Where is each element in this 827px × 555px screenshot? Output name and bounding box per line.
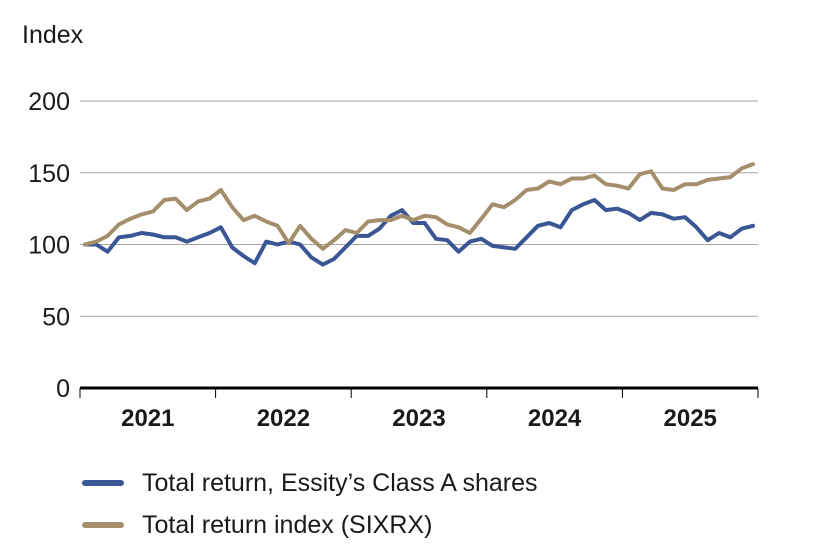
legend-label-essity: Total return, Essity’s Class A shares: [142, 468, 538, 497]
x-tick-label: 2021: [121, 405, 174, 432]
y-tick-label: 100: [28, 232, 70, 260]
gridlines: [80, 100, 758, 317]
legend-item-sixrx: Total return index (SIXRX): [82, 504, 538, 546]
x-tick-label: 2022: [257, 405, 310, 432]
x-tick-label: 2024: [528, 405, 582, 432]
y-tick-label: 150: [28, 160, 70, 188]
y-tick-labels: 0 50 100 150 200: [28, 88, 70, 403]
y-axis-label: Index: [22, 21, 84, 49]
y-tick-label: 0: [56, 375, 70, 403]
legend-label-sixrx: Total return index (SIXRX): [142, 510, 433, 539]
x-tick-label: 2023: [392, 405, 445, 432]
legend-swatch-essity: [82, 480, 124, 486]
line-chart: Index 0 50 100 150 200 2021 2022 2023 2024 2025: [22, 21, 759, 432]
y-tick-label: 50: [42, 303, 70, 331]
y-tick-label: 200: [28, 88, 70, 116]
series-lines: [83, 162, 755, 267]
series-line-essity: [83, 198, 755, 267]
legend: Total return, Essity’s Class A shares To…: [82, 462, 538, 546]
series-line-sixrx: [83, 162, 755, 251]
legend-swatch-sixrx: [82, 522, 124, 528]
legend-item-essity: Total return, Essity’s Class A shares: [82, 462, 538, 504]
x-tick-label: 2025: [664, 405, 717, 432]
x-axis: 2021 2022 2023 2024 2025: [79, 386, 759, 432]
